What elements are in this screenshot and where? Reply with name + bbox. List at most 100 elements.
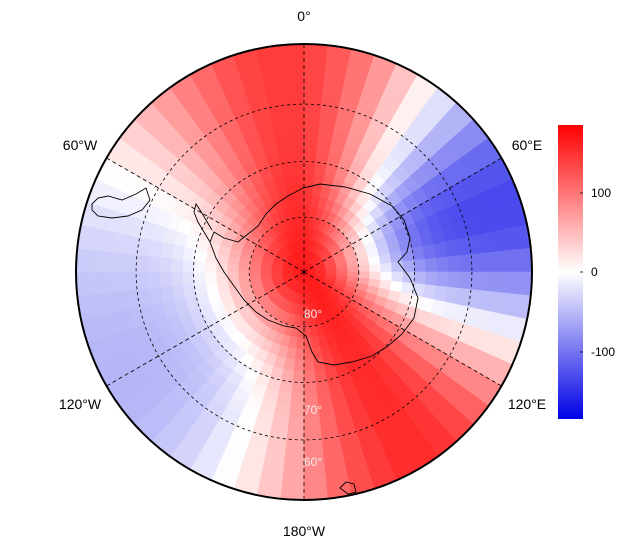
field-cell <box>124 271 138 292</box>
lon-label-60w: 60°W <box>63 137 98 153</box>
field-cell <box>237 271 250 280</box>
field-cell <box>193 282 208 296</box>
lon-label-60e: 60°E <box>512 137 543 153</box>
field-cell <box>303 415 321 429</box>
field-cell <box>303 359 315 372</box>
field-cell <box>100 271 114 294</box>
lat-label-80: 80° <box>304 307 322 321</box>
field-cell <box>286 426 305 441</box>
lon-label-120e: 120°E <box>508 396 546 412</box>
field-cell <box>147 255 161 273</box>
field-cell <box>193 271 206 284</box>
field-cell <box>112 271 126 293</box>
field-cell <box>284 438 305 452</box>
field-cell <box>147 271 161 289</box>
field-cell <box>303 474 327 489</box>
field-cell <box>181 258 195 273</box>
field-cell <box>100 250 114 273</box>
field-cell <box>358 264 371 273</box>
field-cell <box>279 44 305 58</box>
field-cell <box>391 271 404 283</box>
field-cell <box>303 172 315 185</box>
field-cell <box>506 271 521 295</box>
colorbar-label-0: 0 <box>591 265 598 279</box>
field-cell <box>447 255 461 273</box>
field-cell <box>303 103 322 118</box>
south-america-coastline <box>91 187 151 219</box>
field-cell <box>470 252 484 273</box>
field-cell <box>303 348 314 361</box>
lat-circle-60 <box>135 103 473 441</box>
lat-circle-70 <box>193 161 415 383</box>
field-cell <box>518 247 532 273</box>
field-cell <box>204 280 219 293</box>
field-cell <box>248 271 261 279</box>
field-cell <box>303 438 324 452</box>
field-cell <box>170 257 184 273</box>
field-cell <box>279 486 305 500</box>
field-cell <box>380 262 393 273</box>
colorbar: 100 0 -100 <box>558 125 615 419</box>
field-cell <box>303 161 316 174</box>
field-cell <box>314 368 328 383</box>
field-cell <box>482 251 496 273</box>
field-cell <box>413 258 427 273</box>
field-cell <box>282 68 305 82</box>
field-cell <box>303 92 324 106</box>
field-cell <box>215 271 228 282</box>
peninsula-coastline <box>193 202 213 243</box>
field-cell <box>295 194 305 207</box>
field-cell <box>369 263 382 273</box>
field-cell <box>447 271 461 289</box>
colorbar-label-minus100: -100 <box>591 345 615 359</box>
field-cell <box>303 381 318 395</box>
field-cell <box>458 254 473 273</box>
field-cell <box>303 115 321 129</box>
field-cell <box>494 250 508 273</box>
field-cell <box>303 80 325 94</box>
lon-label-120w: 120°W <box>59 396 102 412</box>
field-cell <box>135 254 150 273</box>
field-cell <box>170 271 184 287</box>
field-cell <box>289 138 305 152</box>
field-cell <box>290 381 305 395</box>
field-cell <box>380 271 393 282</box>
field-cell <box>124 252 138 273</box>
field-cell <box>424 271 438 287</box>
field-cell <box>193 260 206 273</box>
colorbar-label-100: 100 <box>591 186 611 200</box>
field-cell <box>284 92 305 106</box>
field-cell <box>296 205 305 218</box>
field-cell <box>303 426 322 441</box>
meridian-line <box>303 271 502 387</box>
field-cell <box>303 138 319 152</box>
field-cell <box>518 271 532 297</box>
lat-label-60: 60° <box>304 455 322 469</box>
meridian-line <box>303 157 502 273</box>
field-cell <box>289 392 305 406</box>
field-cell <box>303 55 327 70</box>
field-cell <box>436 271 449 288</box>
field-cell <box>281 55 305 70</box>
field-cell <box>287 415 305 429</box>
lat-circle-80 <box>248 216 360 328</box>
field-cell <box>303 370 316 383</box>
field-cell <box>280 161 294 176</box>
field-cell <box>303 486 329 500</box>
field-cell <box>297 216 305 229</box>
field-cell <box>287 115 305 129</box>
field-cell <box>135 271 150 290</box>
field-cell <box>76 247 90 273</box>
field-cell <box>181 271 195 286</box>
field-cell <box>303 127 320 140</box>
field-cell <box>402 271 415 284</box>
lon-label-180w: 180°W <box>283 523 326 539</box>
field-cell <box>159 256 172 273</box>
field-cell <box>76 271 90 297</box>
field-cell <box>312 357 325 372</box>
field-cell <box>283 80 305 94</box>
lat-label-70: 70° <box>304 403 322 417</box>
field-cell <box>292 161 305 174</box>
field-cell <box>288 404 305 417</box>
field-cell <box>283 450 305 464</box>
